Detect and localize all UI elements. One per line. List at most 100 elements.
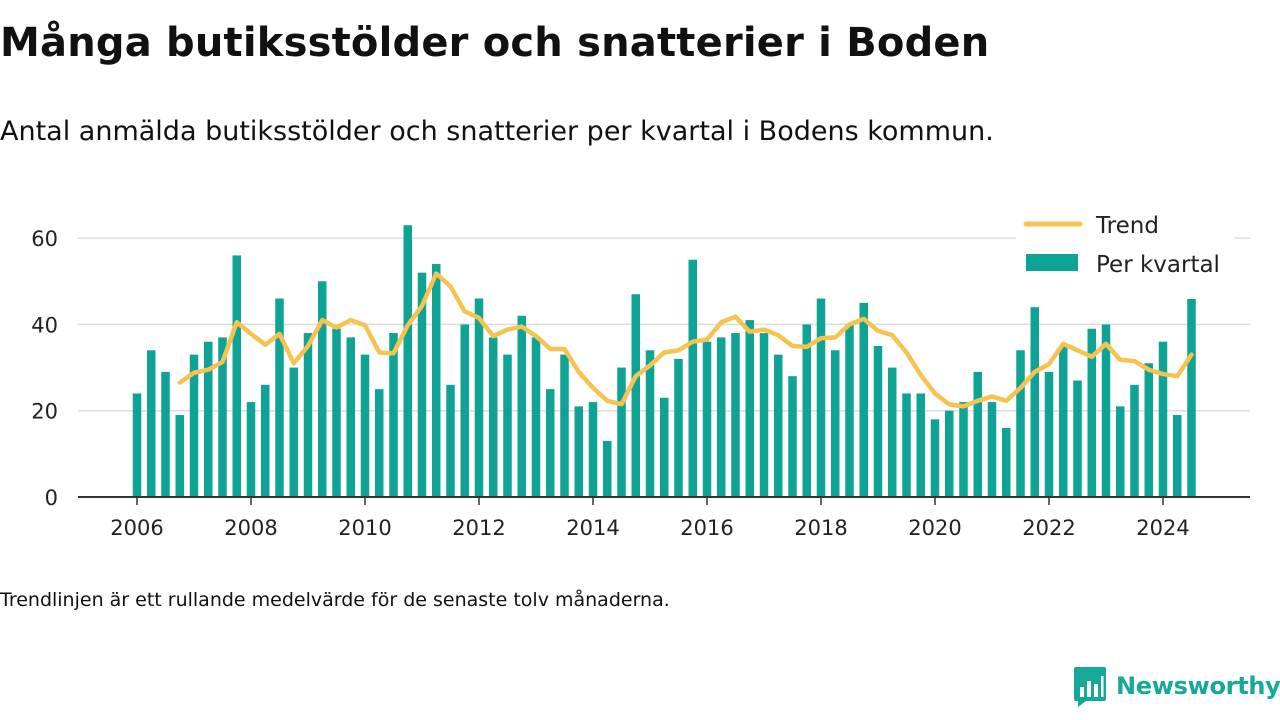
y-axis-tick-labels: 0 20 40 60	[31, 227, 58, 510]
bar	[660, 397, 669, 497]
bar	[1158, 341, 1168, 497]
bar	[417, 272, 427, 497]
bar	[617, 367, 626, 497]
footnote: Trendlinjen är ett rullande medelvärde f…	[0, 589, 670, 611]
bar	[318, 281, 327, 497]
x-tick-label: 2010	[338, 516, 391, 540]
bar	[987, 402, 997, 497]
x-tick-label: 2024	[1136, 516, 1189, 540]
bar	[1016, 350, 1025, 497]
bar	[474, 298, 484, 497]
bar	[489, 337, 498, 497]
legend: Trend Per kvartal	[1016, 209, 1234, 299]
bar	[845, 324, 854, 497]
bar	[831, 350, 840, 497]
bar	[774, 354, 783, 497]
bar	[816, 298, 826, 497]
bar	[916, 393, 925, 497]
bar	[132, 393, 142, 497]
bar	[731, 333, 740, 497]
x-tick-label: 2020	[908, 516, 961, 540]
x-tick-label: 2014	[566, 516, 619, 540]
bar	[902, 393, 911, 497]
page-subtitle: Antal anmälda butiksstölder och snatteri…	[0, 116, 994, 147]
bar	[246, 402, 256, 497]
bar	[788, 376, 797, 497]
x-tick-label: 2006	[110, 516, 163, 540]
y-tick-label: 20	[31, 400, 58, 424]
bar	[645, 350, 655, 497]
bar	[218, 337, 227, 497]
x-tick-label: 2012	[452, 516, 505, 540]
legend-trend-label: Trend	[1095, 213, 1159, 239]
y-tick-label: 60	[31, 227, 58, 251]
bar	[275, 298, 284, 497]
bar	[375, 389, 384, 497]
bar	[1187, 298, 1196, 497]
bar	[389, 333, 398, 497]
x-tick-label: 2016	[680, 516, 733, 540]
bar	[1030, 307, 1039, 497]
bar	[432, 264, 441, 497]
bar	[973, 371, 982, 497]
bar	[959, 402, 968, 497]
bar	[1130, 384, 1139, 497]
y-tick-label: 40	[31, 313, 58, 337]
brand-logo: Newsworthy	[1072, 664, 1280, 708]
legend-bar-swatch	[1026, 254, 1078, 271]
bar	[945, 410, 954, 497]
bar	[717, 337, 726, 497]
bar	[1101, 324, 1111, 497]
legend-bar-label: Per kvartal	[1096, 252, 1220, 278]
bar	[588, 402, 598, 497]
x-tick-label: 2018	[794, 516, 847, 540]
trend-line	[177, 271, 1194, 409]
bar	[161, 371, 170, 497]
bar	[873, 346, 883, 497]
page-title: Många butiksstölder och snatterier i Bod…	[0, 20, 990, 66]
bar	[1002, 427, 1011, 497]
bar	[560, 354, 569, 497]
bar	[346, 337, 355, 497]
bar	[1073, 380, 1082, 497]
bar	[759, 333, 769, 497]
bar	[289, 367, 298, 497]
bar	[232, 255, 241, 497]
bar	[888, 367, 897, 497]
x-axis-ticks: 2006 2008 2010 2012 2014 2016 2018 2020 2022 2024	[110, 497, 1190, 540]
bar	[261, 384, 270, 497]
bar	[859, 302, 868, 497]
bar	[360, 354, 370, 497]
y-tick-label: 0	[45, 486, 58, 510]
x-tick-label: 2022	[1022, 516, 1075, 540]
bar	[175, 415, 184, 497]
bar	[189, 354, 199, 497]
brand-name: Newsworthy	[1116, 672, 1280, 700]
bar	[503, 354, 512, 497]
bar	[1059, 346, 1068, 497]
x-tick-label: 2008	[224, 516, 277, 540]
bar	[403, 225, 412, 497]
bar	[1116, 406, 1125, 497]
bar	[446, 384, 455, 497]
bar	[147, 350, 156, 497]
bar	[674, 358, 683, 497]
bar	[745, 320, 754, 497]
bar	[802, 324, 811, 497]
bar-line-chart: 0 20 40 60 2006 2008 2010 2012 2014 2016 2018 2020…	[31, 209, 1250, 540]
bar	[574, 406, 583, 497]
bars-per-kvartal	[132, 225, 1196, 497]
trend-line-layer	[177, 271, 1194, 409]
bar	[688, 259, 697, 497]
bar	[332, 328, 341, 497]
bar	[930, 419, 940, 497]
bar	[1044, 371, 1054, 497]
bar	[517, 315, 526, 497]
bar	[531, 337, 541, 497]
bar	[546, 389, 555, 497]
bar	[1173, 415, 1182, 497]
bar	[603, 440, 612, 497]
bar	[1144, 363, 1153, 497]
bar	[204, 341, 213, 497]
bar	[702, 341, 712, 497]
